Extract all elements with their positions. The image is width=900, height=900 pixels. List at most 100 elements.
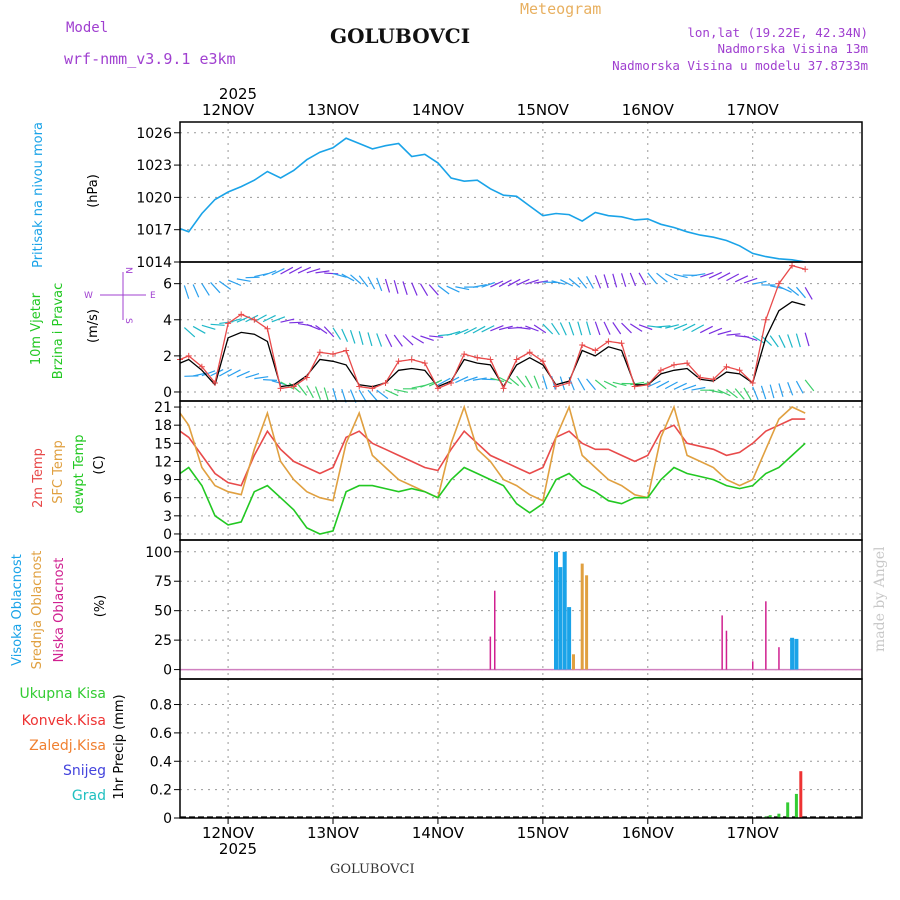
wind-barb xyxy=(428,284,439,296)
wind-speed-point xyxy=(277,385,284,392)
wind-barb xyxy=(559,322,567,336)
wind-barb xyxy=(787,286,800,296)
wind-barb xyxy=(183,285,190,299)
temp-unit: (C) xyxy=(92,455,107,474)
wind-barb xyxy=(743,277,758,284)
wind-barb xyxy=(367,389,378,402)
wind-barb xyxy=(472,325,486,334)
pressure-unit: (hPa) xyxy=(86,174,101,208)
ytick-label-0-4: 1026 xyxy=(136,126,172,142)
wind-barb xyxy=(708,327,723,335)
wind-barb xyxy=(647,380,661,388)
wind-barb xyxy=(481,281,496,288)
lonlat-label: lon,lat (19.22E, 42.34N) xyxy=(687,25,868,40)
wind-barb xyxy=(411,335,425,344)
ytick-label-2-2: 6 xyxy=(163,491,172,507)
cloud-bar-niska xyxy=(725,630,728,670)
wind-barb xyxy=(498,376,512,385)
wind-barb xyxy=(472,377,487,381)
wind-speed-point xyxy=(211,379,218,386)
wind-barb xyxy=(769,384,775,399)
cloud-mid-label: Srednja Oblacnost xyxy=(30,551,45,670)
wind-barb xyxy=(787,334,793,348)
wind-barb xyxy=(315,324,328,334)
credit-label: made by Angel xyxy=(872,546,888,653)
wind-barb xyxy=(717,330,732,336)
wind-barb xyxy=(393,334,403,347)
wind-title1: 10m Vjetar xyxy=(29,292,44,365)
wind-barb xyxy=(743,335,758,341)
model-elevation-label: Nadmorska Visina u modelu 37.8733m xyxy=(612,58,868,73)
wind-barb xyxy=(594,275,602,289)
wind-barb xyxy=(498,279,512,288)
day-label-top-5: 17NOV xyxy=(727,101,780,119)
wind-barb xyxy=(201,324,216,330)
wind-barb xyxy=(734,275,749,283)
wind-barb xyxy=(594,321,601,336)
wind-barb xyxy=(638,324,653,331)
wind-barb xyxy=(612,322,622,335)
wind-speed-point xyxy=(775,280,782,287)
wind-barb xyxy=(682,323,696,332)
wind-speed-point xyxy=(710,376,717,383)
precip-bar-conv xyxy=(799,771,803,818)
ytick-label-1-0: 0 xyxy=(163,385,172,401)
day-label-top-4: 16NOV xyxy=(622,101,675,119)
wind-barb xyxy=(219,368,232,377)
wind-barb xyxy=(192,284,200,298)
wind-barb xyxy=(542,375,548,390)
wind-barb xyxy=(481,325,495,333)
wind-barb xyxy=(804,286,813,300)
wind-speed-point xyxy=(631,383,638,390)
wind-speed-point xyxy=(513,356,520,363)
ytick-label-2-0: 0 xyxy=(163,527,172,543)
wind-barb xyxy=(656,380,670,389)
temp-t2m-label: 2m Temp xyxy=(31,448,46,508)
cloud-unit: (%) xyxy=(93,595,108,618)
wind-speed-point xyxy=(198,363,205,370)
wind-speed-point xyxy=(802,266,809,273)
wind-barb xyxy=(437,377,451,386)
model-label: Model xyxy=(66,20,109,36)
wind-barb xyxy=(630,381,645,386)
wind-barb xyxy=(263,379,278,381)
wind-barb xyxy=(490,377,505,383)
wind-speed-point xyxy=(251,316,258,323)
cloud-high-label: Visoka Oblacnost xyxy=(10,554,25,666)
wind-title2: Brzina i Pravac xyxy=(51,283,66,380)
ytick-label-2-1: 3 xyxy=(163,509,172,525)
wind-barb xyxy=(708,389,723,394)
cloud-bar-niska xyxy=(721,615,723,670)
wind-barb xyxy=(394,388,409,393)
cloud-bar-niska xyxy=(489,636,492,670)
ytick-label-2-5: 15 xyxy=(154,436,172,452)
cloud-bar-visoka xyxy=(794,638,799,670)
ytick-label-3-4: 100 xyxy=(145,545,172,561)
wind-barb xyxy=(726,273,740,282)
wind-barb xyxy=(673,382,687,390)
cloud-bar-niska xyxy=(752,661,754,670)
cloud-bar-srednja xyxy=(585,575,589,670)
wind-speed-point xyxy=(238,311,245,318)
page-title: GOLUBOVCI xyxy=(330,24,471,48)
wind-barb xyxy=(708,271,722,279)
wind-barb xyxy=(769,335,779,348)
wind-barb xyxy=(227,369,241,377)
precip-unit: 1hr Precip (mm) xyxy=(112,694,127,799)
wind-barb xyxy=(384,278,391,293)
wind-barb xyxy=(358,275,369,288)
meteogram-label: Meteogram xyxy=(520,0,602,18)
wind-barb xyxy=(629,272,637,287)
wind-speed-point xyxy=(369,385,376,392)
cloud-bar-visoka xyxy=(567,607,572,670)
cloud-bar-visoka xyxy=(558,567,563,670)
wind-barb xyxy=(420,335,434,341)
wind-speed-point xyxy=(684,360,691,367)
day-label-top-3: 15NOV xyxy=(517,101,570,119)
wind-barb xyxy=(254,376,269,380)
day-label-top-2: 14NOV xyxy=(412,101,465,119)
wind-speed-point xyxy=(552,383,559,390)
wind-barb xyxy=(577,377,586,391)
wind-speed-point xyxy=(618,340,625,347)
wind-barb xyxy=(743,387,752,401)
